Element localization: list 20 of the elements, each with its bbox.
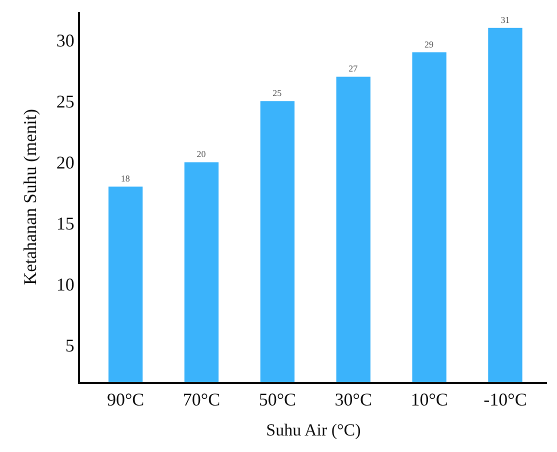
data-label: 29: [424, 39, 434, 50]
y-tick-label: 30: [56, 30, 74, 50]
data-label: 25: [272, 88, 282, 98]
data-label: 31: [500, 14, 510, 25]
y-axis-title: Ketahanan Suhu (menit): [20, 109, 40, 285]
x-tick-label: 30°C: [334, 390, 372, 410]
data-label: 27: [348, 64, 358, 74]
y-tick-label: 10: [56, 274, 74, 295]
data-label: 18: [120, 174, 130, 184]
data-label: 20: [196, 149, 206, 160]
y-tick-label: 20: [56, 152, 74, 172]
y-tick-label: 5: [65, 336, 74, 356]
x-tick-label: 50°C: [258, 390, 296, 410]
x-tick-label: 90°C: [106, 390, 144, 410]
x-tick-label: 70°C: [182, 390, 220, 410]
x-tick-label: -10°C: [484, 390, 527, 410]
x-tick-label: 10°C: [410, 390, 448, 410]
y-tick-label: 25: [56, 91, 74, 112]
y-tick-label: 15: [56, 214, 74, 234]
x-axis-title: Suhu Air (°C): [266, 420, 361, 440]
